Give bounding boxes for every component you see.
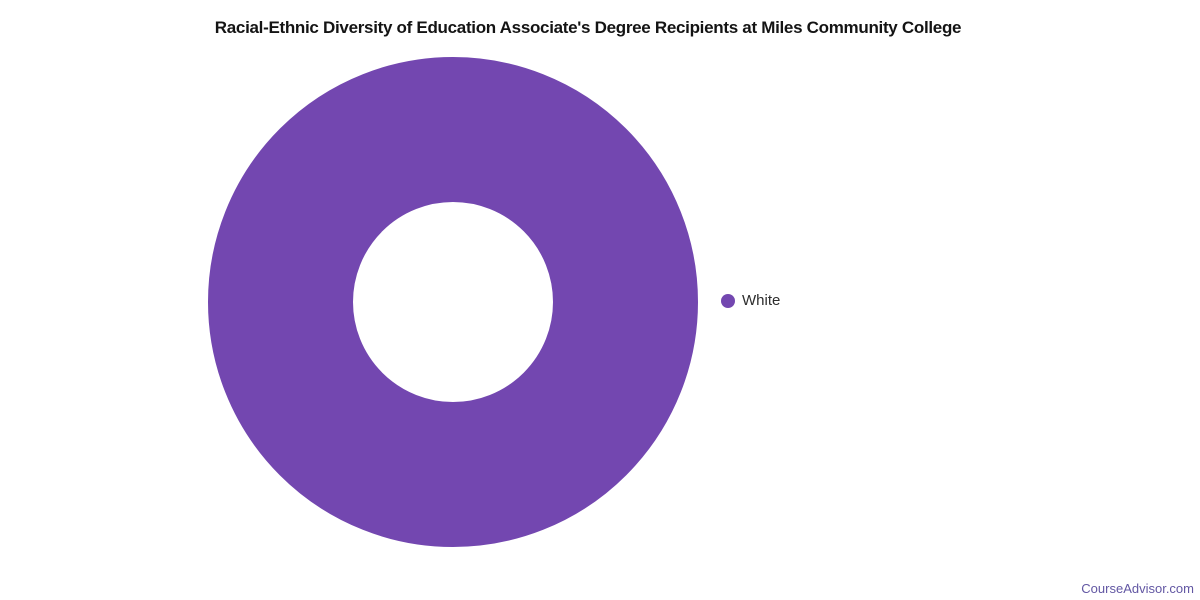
legend: White [721, 292, 781, 309]
chart-title: Racial-Ethnic Diversity of Education Ass… [214, 18, 962, 37]
branding-link[interactable]: CourseAdvisor.com [1081, 581, 1194, 596]
legend-item-white[interactable]: White [721, 292, 781, 309]
donut-slice-white[interactable] [208, 57, 698, 547]
legend-item-label: White [742, 292, 781, 309]
legend-dot-icon [721, 294, 735, 308]
